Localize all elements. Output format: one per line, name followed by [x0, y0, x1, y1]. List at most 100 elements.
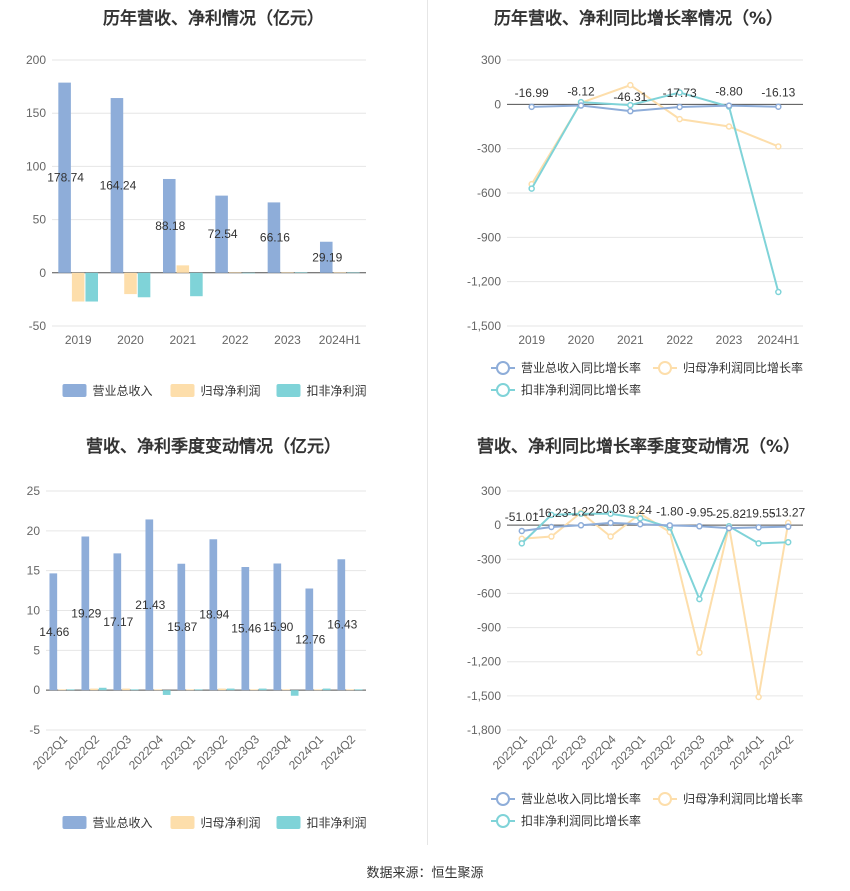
data-label: -8.12	[567, 85, 595, 99]
annual-growth-panel: 历年营收、净利同比增长率情况（%） 300 0 -300 -600 -900 -1,200…	[427, 0, 850, 418]
data-label: -1.80	[656, 504, 684, 518]
series-line	[521, 512, 789, 602]
y-tick-label: 100	[26, 159, 46, 173]
data-label: -16.13	[761, 86, 795, 100]
x-tick-label: 2021	[617, 333, 644, 347]
data-label: -16.99	[515, 86, 549, 100]
bar	[71, 272, 85, 302]
data-label: -19.55	[742, 506, 776, 520]
y-tick-label: -1,500	[467, 319, 501, 333]
bar	[49, 573, 58, 691]
x-tick-label: 2020	[117, 333, 144, 347]
bar	[314, 689, 322, 691]
legend-swatch	[62, 816, 87, 829]
data-point	[548, 533, 555, 540]
data-point	[528, 103, 535, 111]
bar	[113, 553, 122, 691]
data-point	[528, 185, 535, 192]
bar	[337, 559, 346, 691]
data-point	[725, 102, 733, 109]
legend-swatch	[170, 816, 195, 829]
series-line	[521, 511, 790, 698]
legend-label: 营业总收入同比增长率	[521, 791, 641, 806]
data-label: 17.17	[103, 615, 133, 629]
y-tick-label: 5	[33, 643, 40, 657]
bar	[194, 689, 203, 691]
bar	[319, 241, 333, 273]
bar	[209, 539, 218, 691]
data-label: 15.87	[167, 620, 197, 634]
bar	[190, 272, 203, 297]
bar	[250, 689, 258, 691]
x-tick-label: 2020	[568, 333, 595, 347]
series-line	[530, 84, 779, 185]
bar	[226, 688, 235, 691]
data-point	[548, 523, 555, 531]
data-label: 18.94	[199, 608, 229, 622]
legend-label: 营业总收入同比增长率	[521, 360, 641, 375]
chart-title: 历年营收、净利同比增长率情况（%）	[493, 9, 784, 29]
data-point	[577, 510, 585, 518]
bar	[322, 688, 331, 691]
x-tick-label: 2023Q2	[190, 732, 230, 772]
data-label: -51.01	[505, 510, 539, 524]
bar	[176, 265, 190, 273]
data-label: 178.74	[47, 171, 84, 185]
bar	[228, 272, 242, 273]
y-tick-label: -1,500	[467, 689, 501, 703]
data-point	[548, 511, 555, 519]
y-tick-label: -900	[477, 621, 501, 635]
bar	[58, 689, 66, 691]
bar	[110, 98, 124, 273]
legend-marker	[658, 792, 672, 806]
bar	[242, 272, 256, 274]
y-tick-label: 300	[481, 484, 501, 498]
x-tick-label: 2023	[716, 333, 743, 347]
data-label: 14.66	[39, 625, 69, 639]
data-point	[775, 143, 782, 150]
bar	[130, 689, 139, 691]
bar	[98, 687, 107, 691]
data-label: 21.43	[135, 598, 165, 612]
data-label: -17.73	[663, 86, 697, 100]
data-label: 66.16	[260, 231, 290, 245]
y-tick-label: 0	[494, 97, 501, 111]
data-point	[518, 540, 526, 547]
bar	[258, 688, 267, 691]
bar	[154, 689, 162, 691]
data-point	[577, 522, 585, 529]
data-label: -16.23	[534, 506, 568, 520]
data-point	[607, 533, 614, 540]
legend-label: 扣非净利润同比增长率	[521, 382, 641, 397]
bar	[162, 178, 176, 273]
data-point	[577, 102, 585, 109]
data-label: 8.24	[629, 503, 653, 517]
data-point	[666, 522, 674, 529]
data-label: -1.22	[567, 504, 595, 518]
bar	[81, 536, 90, 691]
legend-label: 营业总收入	[93, 384, 153, 398]
x-tick-label: 2023Q4	[254, 732, 294, 772]
y-tick-label: -600	[477, 586, 501, 600]
y-tick-label: 25	[27, 484, 41, 498]
quarterly-amounts-panel: 营收、净利季度变动情况（亿元） 25 20 15 10 5 0 -5 2022Q1 2022Q2…	[0, 428, 427, 846]
data-point	[775, 288, 782, 296]
data-label: 72.54	[208, 227, 238, 241]
legend-label: 营业总收入	[93, 816, 153, 830]
series-line	[531, 104, 779, 113]
y-tick-label: 300	[481, 53, 501, 67]
data-label: -46.31	[613, 90, 647, 104]
quarterly-amounts-chart: 2520151050-52022Q12022Q22022Q32022Q42023…	[27, 484, 367, 830]
data-point	[607, 510, 614, 518]
legend-label: 归母净利润同比增长率	[683, 791, 803, 806]
data-point	[696, 595, 703, 603]
data-label: 16.43	[327, 618, 357, 632]
legend-marker	[658, 361, 672, 375]
bar	[267, 202, 281, 273]
y-tick-label: -50	[29, 319, 47, 333]
data-point	[725, 123, 733, 130]
data-point	[755, 693, 762, 701]
data-point	[627, 81, 634, 89]
bar	[162, 690, 171, 695]
data-label: 164.24	[100, 178, 137, 192]
